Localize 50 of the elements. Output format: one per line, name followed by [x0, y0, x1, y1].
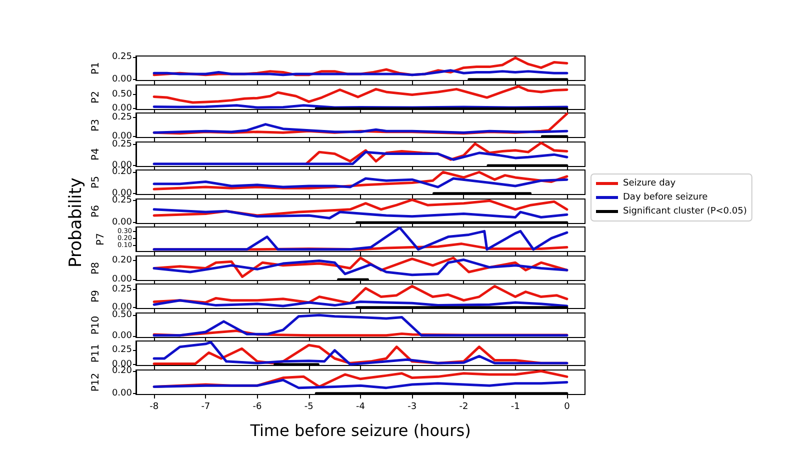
- x-tick-label: -5: [304, 402, 314, 412]
- y-axis-title: P3: [90, 119, 102, 132]
- y-axis-title: P4: [90, 148, 102, 160]
- line-series: [152, 150, 568, 165]
- line-series: [152, 226, 568, 251]
- y-tick-label: 0.00: [112, 216, 132, 227]
- legend-label: Seizure day: [623, 178, 676, 188]
- line-series: [152, 208, 568, 219]
- text: Probability: [66, 177, 86, 267]
- y-tick-label: 0.50: [112, 89, 132, 100]
- x-tick-label: -8: [150, 402, 159, 412]
- y-axis-title: P1: [90, 62, 102, 74]
- x-tick-label: -2: [459, 402, 468, 412]
- y-axis-title: P11: [90, 344, 102, 363]
- y-tick-label: 0.00: [112, 388, 132, 398]
- line-series: [152, 84, 568, 104]
- legend-label: Day before seizure: [623, 192, 708, 202]
- y-tick-label: 0.25: [112, 195, 132, 206]
- y-axis-title: P8: [90, 262, 102, 274]
- y-tick-label: 0.25: [112, 344, 132, 355]
- y-tick-label: 0.20: [112, 167, 132, 178]
- y-axis-title: P7: [96, 233, 106, 246]
- line-series: [152, 123, 568, 134]
- x-tick-label: -4: [356, 402, 366, 412]
- y-axis-title: P5: [90, 176, 102, 188]
- x-tick-label: -7: [201, 402, 210, 412]
- y-tick-label: 0.25: [112, 112, 132, 123]
- y-axis-title: P2: [90, 90, 102, 103]
- y-axis-title: P9: [90, 290, 102, 302]
- y-axis-title: P6: [90, 204, 102, 217]
- y-tick-label: 0.25: [112, 139, 132, 150]
- y-tick-label: 0.50: [112, 310, 132, 320]
- y-tick-label: 0.25: [112, 284, 132, 295]
- line-series: [152, 313, 568, 336]
- y-axis-title: P12: [90, 372, 102, 392]
- y-axis-title: P10: [90, 315, 102, 334]
- y-tick-label: 0.00: [112, 74, 132, 84]
- y-tick-label: 0.20: [112, 255, 132, 266]
- line-series: [152, 378, 568, 389]
- y-tick-label: 0.00: [112, 330, 132, 341]
- line-series: [152, 177, 568, 188]
- x-tick-label: -3: [408, 402, 417, 412]
- x-tick-label: -6: [252, 402, 262, 412]
- x-tick-label: -1: [510, 402, 520, 412]
- y-tick-label: 0.00: [112, 274, 132, 284]
- x-tick-label: 0: [564, 402, 570, 412]
- x-axis-title: Time before seizure (hours): [249, 420, 471, 440]
- y-tick-label: 0.25: [112, 52, 132, 62]
- legend-label: Significant cluster (P<0.05): [623, 206, 747, 216]
- y-tick-label: 0.00: [112, 103, 132, 114]
